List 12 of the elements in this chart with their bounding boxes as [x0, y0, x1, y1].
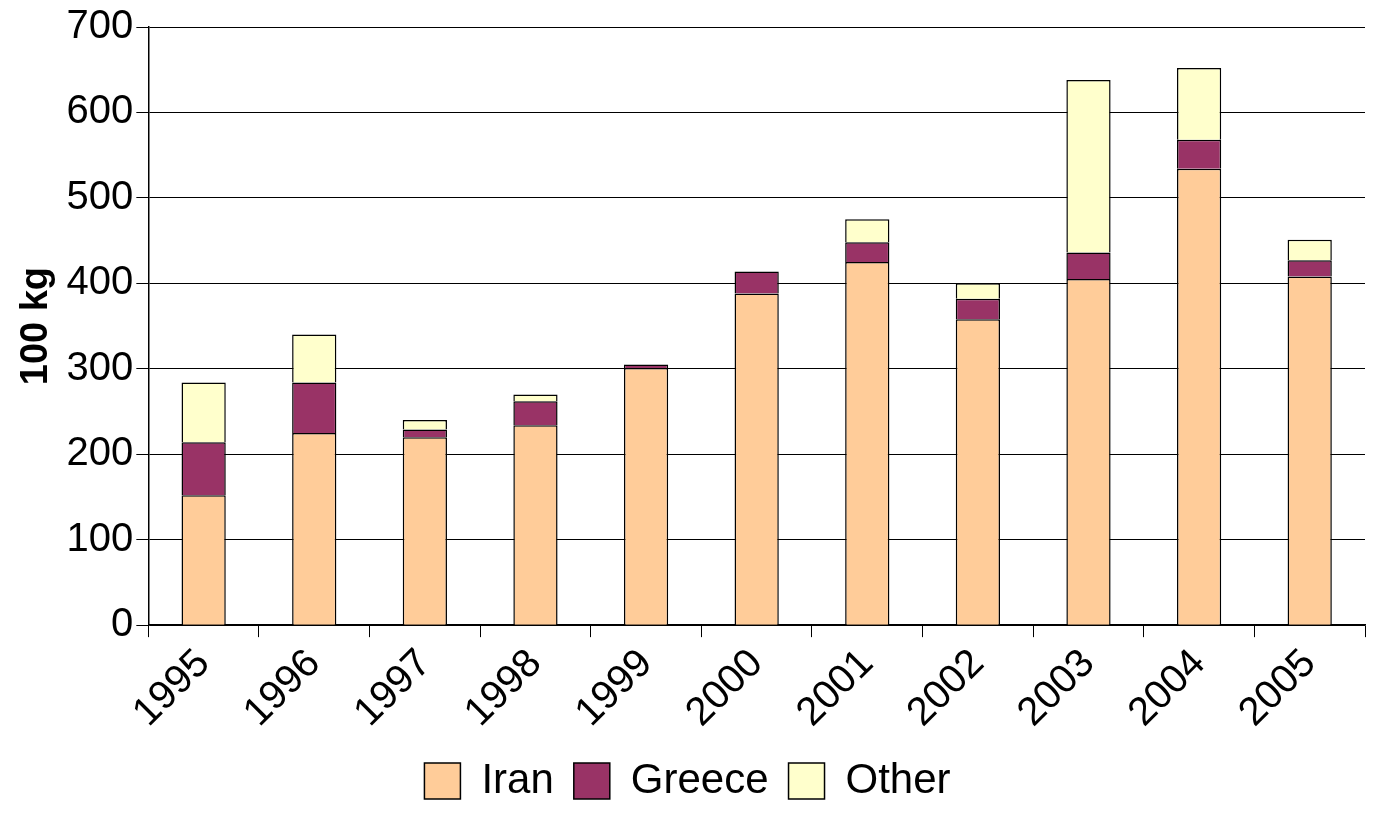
- y-tick-label: 0: [111, 600, 134, 645]
- y-tick-label: 700: [66, 2, 134, 47]
- legend-label: Other: [845, 754, 951, 802]
- y-axis-title: 100 kg: [13, 266, 56, 386]
- y-tick-label: 300: [66, 343, 134, 388]
- y-tick-label: 200: [66, 429, 134, 474]
- y-tick-label: 400: [66, 258, 134, 303]
- legend-label: Iran: [481, 754, 554, 802]
- y-tick-label: 100: [66, 514, 134, 559]
- legend-label: Greece: [630, 754, 769, 802]
- y-tick-label: 600: [66, 87, 134, 132]
- y-tick-label: 500: [66, 172, 134, 217]
